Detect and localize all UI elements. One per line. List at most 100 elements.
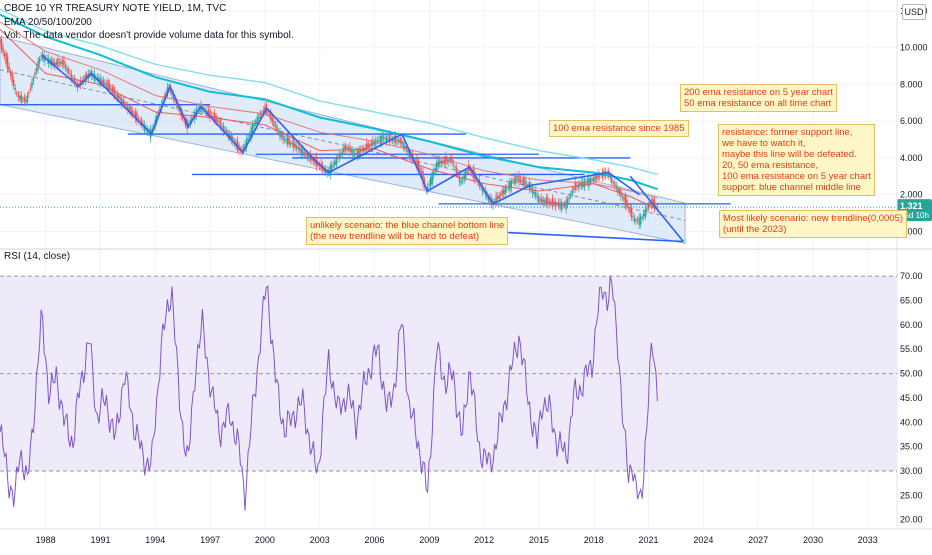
candle-body bbox=[78, 83, 80, 86]
candle-body bbox=[630, 207, 633, 218]
candle-body bbox=[213, 112, 216, 122]
candle-body bbox=[407, 150, 409, 153]
candle-body bbox=[510, 180, 513, 189]
candle-body bbox=[522, 178, 525, 185]
candle-body bbox=[244, 143, 246, 149]
candle-body bbox=[545, 197, 548, 205]
x-tick-label: 1997 bbox=[200, 535, 220, 545]
candle-body bbox=[26, 95, 29, 103]
candle-body bbox=[247, 137, 249, 141]
candle-body bbox=[79, 79, 82, 86]
candle-body bbox=[268, 114, 271, 116]
candle-body bbox=[600, 175, 602, 177]
candle-body bbox=[361, 148, 363, 152]
candle-body bbox=[288, 137, 290, 145]
candle-body bbox=[200, 104, 202, 113]
candle-body bbox=[70, 74, 73, 81]
candle-body bbox=[171, 92, 173, 95]
candle-body bbox=[391, 139, 394, 141]
candle-body bbox=[534, 192, 537, 197]
candle-body bbox=[638, 217, 640, 226]
x-tick-label: 2027 bbox=[748, 535, 768, 545]
candle-body bbox=[58, 62, 61, 64]
candle-body bbox=[270, 112, 272, 121]
candle-body bbox=[96, 76, 99, 80]
candle-body bbox=[431, 172, 433, 185]
candle-body bbox=[396, 140, 398, 142]
candle-body bbox=[553, 201, 555, 205]
candle-body bbox=[131, 111, 134, 114]
candle-body bbox=[402, 142, 404, 148]
currency-toggle[interactable]: USD bbox=[902, 4, 926, 20]
candle-body bbox=[376, 140, 379, 142]
candle-body bbox=[493, 200, 496, 203]
candle-body bbox=[461, 180, 464, 182]
candle-body bbox=[236, 139, 239, 151]
candle-body bbox=[498, 195, 500, 199]
candle-body bbox=[399, 138, 401, 144]
candle-body bbox=[20, 95, 23, 103]
x-tick-label: 2015 bbox=[529, 535, 549, 545]
candle-body bbox=[105, 83, 108, 86]
candle-body bbox=[434, 167, 436, 172]
candle-body bbox=[125, 105, 128, 107]
rsi-tick-label: 20.00 bbox=[900, 515, 923, 525]
candle-body bbox=[340, 153, 342, 156]
candle-body bbox=[124, 101, 126, 106]
candle-body bbox=[248, 134, 251, 137]
candle-body bbox=[251, 124, 254, 135]
candle-body bbox=[559, 202, 561, 208]
candle-body bbox=[422, 171, 424, 185]
candle-body bbox=[43, 54, 45, 62]
candle-body bbox=[35, 68, 38, 72]
candle-body bbox=[245, 138, 248, 148]
candle-body bbox=[623, 197, 625, 201]
candle-body bbox=[297, 147, 299, 149]
candle-body bbox=[592, 178, 595, 181]
candle-body bbox=[2, 47, 4, 53]
rsi-tick-label: 35.00 bbox=[900, 442, 923, 452]
candle-body bbox=[426, 186, 429, 191]
candle-body bbox=[449, 157, 452, 162]
candle-body bbox=[279, 131, 281, 138]
candle-body bbox=[614, 182, 616, 187]
candle-body bbox=[355, 153, 357, 155]
candle-body bbox=[486, 194, 488, 198]
candle-body bbox=[483, 190, 485, 192]
candle-body bbox=[458, 177, 461, 183]
candle-body bbox=[515, 176, 517, 184]
candle-body bbox=[280, 135, 283, 138]
candle-body bbox=[531, 188, 534, 194]
candle-body bbox=[385, 136, 388, 143]
candle-body bbox=[350, 150, 353, 152]
candle-body bbox=[273, 121, 275, 126]
candle-body bbox=[608, 170, 610, 178]
candle-body bbox=[512, 181, 514, 183]
candle-body bbox=[416, 158, 418, 168]
candle-body bbox=[338, 153, 341, 159]
candle-body bbox=[271, 117, 274, 122]
candle-body bbox=[227, 132, 229, 137]
candle-body bbox=[232, 136, 234, 143]
candle-body bbox=[104, 82, 106, 86]
rsi-tick-label: 60.00 bbox=[900, 320, 923, 330]
candle-body bbox=[25, 99, 27, 103]
candle-body bbox=[300, 149, 303, 154]
candle-body bbox=[218, 121, 220, 123]
candle-body bbox=[303, 152, 306, 154]
y-tick-label: 10.000 bbox=[900, 43, 928, 53]
candle-body bbox=[419, 167, 421, 172]
rsi-tick-label: 45.00 bbox=[900, 393, 923, 403]
candle-body bbox=[69, 73, 71, 75]
candle-body bbox=[503, 190, 505, 194]
candle-body bbox=[624, 194, 627, 206]
y-tick-label: 6.000 bbox=[900, 116, 923, 126]
candle-body bbox=[378, 139, 380, 141]
candle-body bbox=[496, 196, 499, 200]
candle-body bbox=[63, 59, 65, 67]
candle-body bbox=[612, 181, 614, 183]
candle-body bbox=[133, 114, 135, 116]
candle-body bbox=[127, 105, 129, 111]
candle-body bbox=[54, 62, 56, 67]
